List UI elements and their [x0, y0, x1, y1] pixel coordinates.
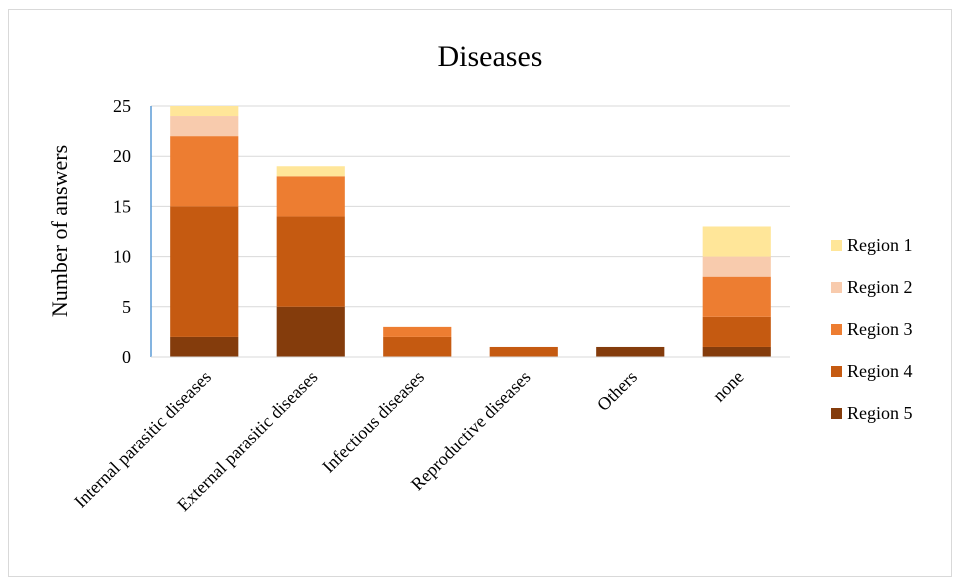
y-tick-label: 25	[113, 96, 131, 116]
bar-segment	[276, 176, 345, 217]
x-tick-label: Reproductive diseases	[407, 367, 535, 495]
y-tick-label: 20	[113, 146, 131, 166]
legend-label: Region 4	[847, 361, 913, 381]
legend-swatch	[831, 282, 842, 293]
y-tick-label: 10	[113, 247, 131, 267]
bar-segment	[702, 346, 771, 357]
x-tick-label: none	[709, 367, 748, 406]
bar-segment	[170, 336, 239, 357]
y-tick-labels: 0 5 10 15 20 25	[113, 96, 131, 367]
legend-label: Region 5	[847, 403, 913, 423]
y-tick-label: 5	[122, 297, 131, 317]
x-tick-label: Others	[593, 367, 641, 415]
gridlines	[151, 105, 790, 308]
bar-segment	[170, 106, 239, 117]
legend-swatch	[831, 408, 842, 419]
bar-segment	[702, 316, 771, 347]
legend: Region 1 Region 2 Region 3 Region 4 Region 5	[831, 235, 913, 423]
y-axis-label: Number of answers	[47, 145, 72, 317]
legend-swatch	[831, 324, 842, 335]
legend-swatch	[831, 240, 842, 251]
bar-segment	[702, 276, 771, 317]
legend-label: Region 2	[847, 277, 913, 297]
bar-segment	[383, 326, 452, 337]
bar-segment	[702, 256, 771, 277]
bar-segment	[170, 206, 239, 337]
chart-title: Diseases	[438, 40, 543, 73]
bar-segment	[170, 116, 239, 137]
chart-frame	[8, 9, 952, 577]
y-tick-label: 15	[113, 196, 131, 216]
bar-segment	[702, 226, 771, 257]
bar-segment	[276, 216, 345, 307]
axes	[150, 106, 790, 358]
x-tick-label: Infectious diseases	[318, 367, 428, 477]
bars	[170, 106, 771, 357]
y-tick-label: 0	[122, 347, 131, 367]
bar-segment	[276, 166, 345, 177]
bar-segment	[276, 306, 345, 357]
bar-segment	[170, 136, 239, 207]
legend-swatch	[831, 366, 842, 377]
bar-segment	[489, 346, 558, 357]
bar-segment	[383, 336, 452, 357]
legend-label: Region 3	[847, 319, 913, 339]
bar-segment	[596, 346, 665, 357]
legend-label: Region 1	[847, 235, 913, 255]
